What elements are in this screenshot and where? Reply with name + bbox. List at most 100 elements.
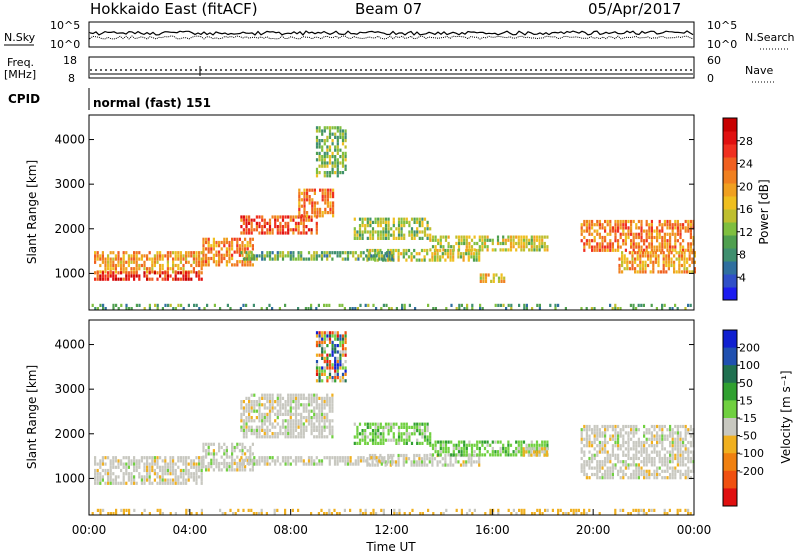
range-cell — [654, 251, 657, 255]
range-cell — [310, 459, 313, 463]
range-cell — [238, 461, 241, 466]
range-cell — [300, 214, 303, 218]
range-cell — [94, 271, 97, 275]
range-cell — [328, 148, 332, 152]
range-cell — [405, 432, 408, 436]
range-cell — [397, 463, 400, 467]
range-cell — [352, 251, 355, 255]
range-cell — [478, 245, 481, 249]
range-cell — [476, 241, 479, 246]
range-cell — [666, 223, 669, 227]
range-cell — [596, 428, 599, 432]
range-cell — [588, 456, 591, 461]
range-cell — [242, 303, 245, 307]
range-cell — [255, 215, 258, 219]
range-cell — [689, 235, 692, 240]
range-cell — [653, 447, 656, 451]
range-cell — [562, 512, 565, 516]
range-cell — [138, 475, 141, 479]
range-cell — [640, 469, 643, 473]
range-cell — [596, 450, 599, 454]
range-cell — [334, 372, 337, 376]
range-cell — [294, 403, 298, 407]
range-cell — [591, 428, 594, 432]
range-cell — [671, 229, 674, 233]
range-cell — [255, 459, 258, 463]
range-cell — [320, 428, 324, 432]
range-cell — [676, 463, 679, 467]
range-cell — [315, 428, 318, 432]
range-cell — [390, 425, 393, 429]
range-cell — [179, 459, 182, 463]
range-cell — [225, 455, 228, 459]
range-cell — [408, 230, 411, 234]
range-cell — [381, 460, 385, 464]
range-cell — [251, 237, 254, 241]
range-cell — [693, 270, 696, 274]
range-cell — [200, 462, 203, 466]
range-cell — [413, 233, 416, 237]
range-cell — [370, 456, 373, 460]
range-cell — [231, 468, 234, 472]
range-cell — [364, 422, 367, 426]
range-cell — [300, 432, 303, 436]
range-cell — [250, 409, 253, 413]
range-cell — [311, 188, 314, 192]
range-cell — [99, 508, 102, 512]
range-cell — [294, 428, 298, 432]
range-cell — [387, 258, 390, 262]
range-cell — [101, 254, 104, 258]
range-cell — [689, 512, 692, 516]
range-cell — [635, 453, 638, 457]
colorbar-swatch — [723, 400, 737, 419]
range-cell — [362, 459, 365, 463]
range-cell — [415, 463, 418, 467]
range-cell — [242, 432, 245, 436]
range-cell — [244, 452, 247, 456]
range-cell — [187, 260, 190, 264]
range-cell — [223, 244, 226, 248]
range-cell — [195, 263, 198, 268]
range-cell — [294, 412, 298, 416]
range-cell — [151, 459, 154, 463]
range-cell — [666, 450, 669, 454]
range-cell — [274, 435, 277, 439]
range-cell — [94, 472, 97, 476]
range-cell — [387, 422, 390, 426]
range-cell — [676, 223, 679, 227]
range-cell — [334, 132, 337, 136]
range-cell — [326, 145, 329, 149]
range-cell — [245, 251, 248, 255]
range-cell — [248, 251, 251, 255]
range-cell — [341, 303, 344, 307]
range-cell — [619, 223, 622, 227]
range-cell — [596, 223, 599, 227]
range-cell — [601, 444, 604, 448]
range-cell — [637, 463, 640, 467]
range-cell — [663, 434, 666, 438]
range-cell — [135, 251, 138, 255]
range-cell — [225, 237, 228, 241]
range-cell — [426, 441, 429, 445]
range-cell — [598, 512, 601, 516]
range-cell — [392, 233, 395, 237]
range-cell — [311, 204, 314, 208]
range-cell — [156, 254, 159, 258]
range-cell — [164, 303, 167, 307]
range-cell — [328, 340, 332, 344]
range-cell — [289, 257, 292, 261]
range-cell — [96, 478, 99, 482]
range-cell — [614, 453, 617, 457]
range-cell — [420, 248, 424, 253]
range-cell — [241, 445, 244, 450]
range-cell — [205, 455, 208, 459]
range-cell — [156, 271, 159, 275]
range-cell — [617, 223, 620, 227]
range-cell — [395, 441, 398, 445]
range-cell — [133, 260, 136, 264]
range-cell — [311, 207, 314, 211]
range-cell — [174, 307, 177, 311]
range-cell — [374, 457, 377, 461]
range-cell — [470, 453, 474, 457]
range-cell — [349, 251, 352, 255]
